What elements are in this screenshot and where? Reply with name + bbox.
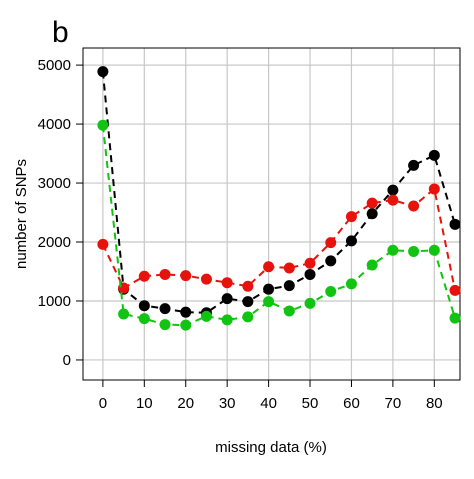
data-point <box>200 273 212 285</box>
data-point <box>263 261 275 273</box>
data-point <box>449 312 461 324</box>
x-tick-label: 10 <box>136 395 153 412</box>
series-line <box>101 187 457 291</box>
y-tick-label: 0 <box>63 352 71 369</box>
y-tick-label: 5000 <box>38 57 71 74</box>
y-tick-label: 2000 <box>38 234 71 251</box>
data-point <box>221 314 233 326</box>
data-point <box>283 262 295 274</box>
data-point <box>325 237 337 249</box>
data-point <box>345 211 357 223</box>
x-tick-label: 50 <box>302 395 319 412</box>
data-point <box>408 159 420 171</box>
data-point <box>408 200 420 212</box>
data-point <box>221 293 233 305</box>
data-point <box>180 306 192 318</box>
data-point <box>159 268 171 280</box>
data-point <box>263 296 275 308</box>
panel-label: b <box>52 16 69 49</box>
x-tick-label: 20 <box>177 395 194 412</box>
data-point <box>180 319 192 331</box>
data-point <box>387 194 399 206</box>
data-point <box>97 66 109 78</box>
data-point <box>366 259 378 271</box>
data-point <box>304 257 316 269</box>
y-tick-label: 4000 <box>38 116 71 133</box>
data-point <box>366 197 378 209</box>
data-point <box>345 235 357 247</box>
data-point <box>283 305 295 317</box>
data-point <box>428 183 440 195</box>
y-tick-label: 1000 <box>38 293 71 310</box>
series-line <box>101 125 456 327</box>
data-point <box>449 284 461 296</box>
x-axis-label: missing data (%) <box>215 439 327 456</box>
plot-frame <box>82 47 461 381</box>
data-point <box>180 270 192 282</box>
y-tick-label: 3000 <box>38 175 71 192</box>
data-point <box>428 244 440 256</box>
data-point <box>325 286 337 298</box>
data-point <box>304 268 316 280</box>
data-point <box>366 208 378 220</box>
data-point <box>138 313 150 325</box>
data-point <box>242 296 254 308</box>
data-point <box>97 238 109 250</box>
x-tick-label: 30 <box>219 395 236 412</box>
data-point <box>449 218 461 230</box>
data-point <box>304 297 316 309</box>
data-point <box>138 270 150 282</box>
data-point <box>325 255 337 267</box>
data-point <box>242 311 254 323</box>
data-point <box>200 310 212 322</box>
data-point <box>138 300 150 312</box>
data-point <box>242 280 254 292</box>
data-point <box>283 280 295 292</box>
data-point <box>263 283 275 295</box>
data-point <box>345 278 357 290</box>
x-tick-label: 40 <box>260 395 277 412</box>
data-point <box>97 119 109 131</box>
data-point <box>159 319 171 331</box>
x-tick-label: 0 <box>99 395 107 412</box>
x-tick-label: 70 <box>385 395 402 412</box>
y-axis-label: number of SNPs <box>13 159 30 269</box>
data-point <box>387 244 399 256</box>
x-tick-label: 80 <box>426 395 443 412</box>
data-point <box>428 149 440 161</box>
data-point <box>118 308 130 320</box>
series-line <box>101 71 456 314</box>
data-point <box>387 184 399 196</box>
x-tick-label: 60 <box>343 395 360 412</box>
data-point <box>159 303 171 315</box>
data-point <box>408 245 420 257</box>
data-point <box>221 277 233 289</box>
